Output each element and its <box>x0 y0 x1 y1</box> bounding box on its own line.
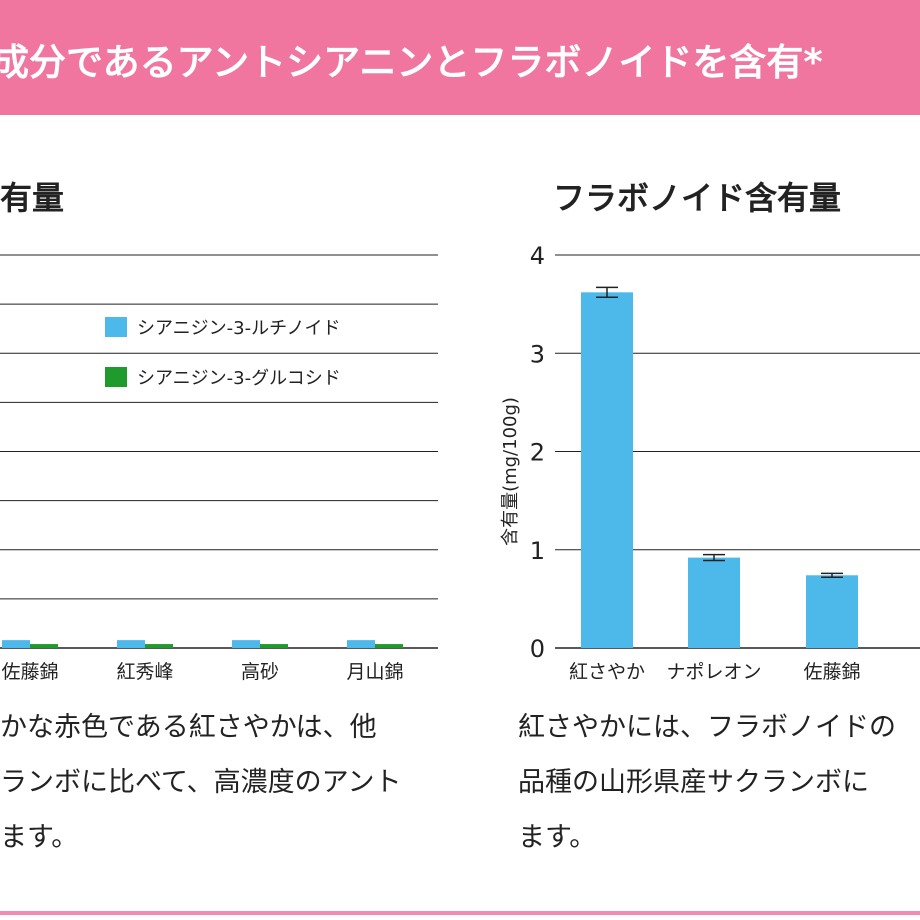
x-tick-label: 佐藤錦 <box>803 661 860 683</box>
anthocyanin-panel: 有量 佐藤錦 紅秀峰 高砂 月山錦 シアニジン-3-ルチノイド シアニジン-3-グルコシ… <box>0 115 500 915</box>
anthocyanin-caption-line-3: ます。 <box>0 822 79 853</box>
x-tick-label: 佐藤錦 <box>1 661 58 683</box>
bar-シアニジン-3-ルチノイド-高砂 <box>232 640 260 648</box>
anthocyanin-chart-title: 有量 <box>0 179 65 217</box>
bar-シアニジン-3-グルコシド-月山錦 <box>375 644 403 648</box>
x-tick-label: 高砂 <box>241 661 279 683</box>
legend-label: シアニジン-3-グルコシド <box>137 368 341 389</box>
flavonoid-chart-title: フラボノイド含有量 <box>553 179 842 217</box>
x-tick-label: 紅秀峰 <box>116 661 173 683</box>
flavonoid-caption-line-1: 紅さやかには、フラボノイドの <box>518 712 896 743</box>
bar-シアニジン-3-ルチノイド-紅秀峰 <box>117 640 145 648</box>
flavonoid-caption-line-2: 品種の山形県産サクランボに <box>518 767 869 798</box>
legend-swatch <box>105 367 127 387</box>
bar-シアニジン-3-グルコシド-佐藤錦 <box>30 644 58 648</box>
x-tick-label: 紅さやか <box>569 661 645 683</box>
banner-title: 成分であるアントシアニンとフラボノイドを含有* <box>0 41 823 84</box>
anthocyanin-caption-line-2: ランボに比べて、高濃度のアント <box>0 767 402 798</box>
bottom-divider <box>0 911 920 915</box>
x-tick-label: ナポレオン <box>666 661 761 683</box>
bar-シアニジン-3-グルコシド-高砂 <box>260 644 288 648</box>
flavonoid-caption-line-3: ます。 <box>518 822 597 853</box>
y-tick-label: 0 <box>530 635 545 663</box>
y-tick-label: 2 <box>530 439 545 467</box>
bar-紅さやか <box>581 292 633 648</box>
bar-佐藤錦 <box>806 575 858 648</box>
bar-シアニジン-3-ルチノイド-佐藤錦 <box>2 640 30 648</box>
y-axis-label: 含有量(mg/100g) <box>500 397 521 546</box>
anthocyanin-caption-line-1: かな赤色である紅さやかは、他 <box>0 712 377 743</box>
y-tick-label: 4 <box>530 242 545 270</box>
y-tick-label: 3 <box>530 340 545 368</box>
header-banner: 成分であるアントシアニンとフラボノイドを含有* <box>0 0 920 115</box>
y-tick-label: 1 <box>530 537 545 565</box>
legend-swatch <box>105 317 127 337</box>
bar-ナポレオン <box>688 557 740 648</box>
legend-label: シアニジン-3-ルチノイド <box>137 318 341 339</box>
bar-シアニジン-3-ルチノイド-月山錦 <box>347 640 375 648</box>
bar-シアニジン-3-グルコシド-紅秀峰 <box>145 644 173 648</box>
x-tick-label: 月山錦 <box>346 661 403 683</box>
